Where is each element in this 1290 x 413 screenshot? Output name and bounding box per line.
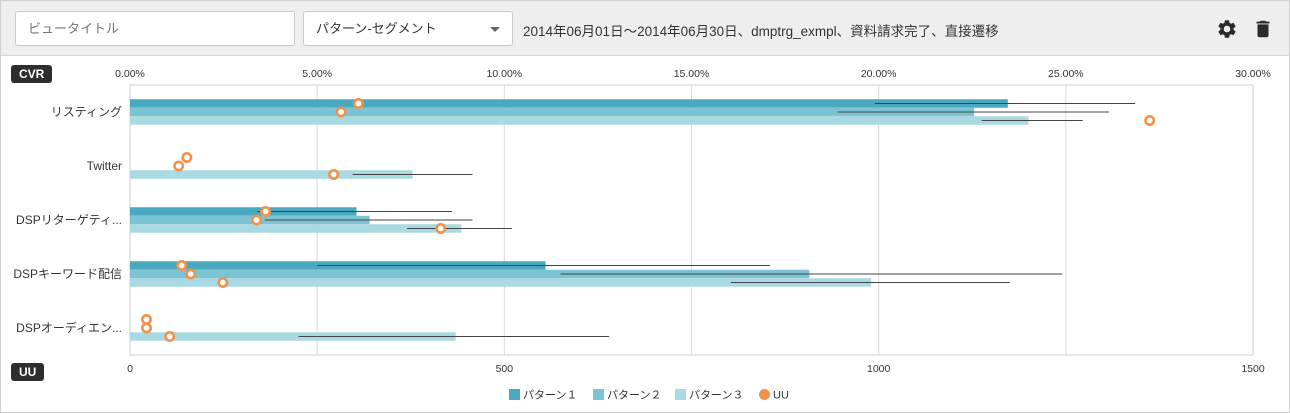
legend-swatch [759,389,770,400]
uu-tick-label: 500 [496,363,514,375]
segment-select[interactable]: パターン-セグメント [303,11,513,46]
legend-swatch [593,389,604,400]
cvr-bar [130,224,462,233]
chevron-down-icon [490,27,500,32]
legend-swatch [675,389,686,400]
gear-icon [1218,20,1236,38]
uu-point [217,277,229,289]
uu-point [251,214,263,226]
cvr-tick-label: 5.00% [302,68,332,80]
cvr-bar [130,107,975,117]
uu-point [140,313,152,325]
cvr-bar [130,116,1029,125]
cvr-axis-label: CVR [11,65,53,83]
view-title-input[interactable] [15,11,295,46]
cvr-bar [130,278,872,287]
legend-swatch [509,389,520,400]
uu-axis-label: UU [11,363,45,381]
cvr-bar [130,215,370,225]
uu-point [328,169,340,181]
cvr-tick-label: 30.00% [1235,68,1271,80]
delete-button[interactable] [1252,18,1274,40]
cvr-bar [130,332,456,341]
legend-label: パターン２ [607,389,661,402]
uu-tick-label: 1500 [1241,363,1265,375]
cvr-bar [130,170,413,179]
uu-point [185,268,197,280]
segment-select-value: パターン-セグメント [316,21,437,36]
category-label: DSPリターゲティ... [16,213,122,227]
cvr-tick-label: 0.00% [115,68,145,80]
uu-tick-label: 0 [127,363,133,375]
cvr-tick-label: 25.00% [1048,68,1084,80]
settings-button[interactable] [1216,18,1238,40]
cvr-tick-label: 15.00% [674,68,710,80]
cvr-tick-label: 20.00% [861,68,897,80]
category-label: DSPオーディエン... [16,320,122,335]
category-label: DSPキーワード配信 [13,267,122,281]
category-label: リスティング [51,105,122,119]
category-label: Twitter [87,159,122,173]
uu-point [176,260,188,272]
legend-label: パターン３ [689,389,743,402]
filter-summary: 2014年06月01日〜2014年06月30日、dmptrg_exmpl、資料請… [523,24,999,39]
uu-point [1144,114,1156,126]
cvr-bar [130,99,1008,108]
cvr-bar [130,207,357,216]
uu-point [181,152,193,164]
uu-point [435,223,447,235]
uu-point [173,160,185,172]
uu-point [164,330,176,342]
toolbar: パターン-セグメント 2014年06月01日〜2014年06月30日、dmptr… [1,1,1289,56]
uu-point [352,97,364,109]
cvr-tick-label: 10.00% [487,68,523,80]
trash-icon [1256,20,1270,38]
uu-point [260,206,272,218]
uu-point [335,106,347,118]
uu-tick-label: 1000 [867,363,891,375]
uu-point [140,322,152,334]
legend-label: UU [773,390,789,402]
cvr-bar [130,269,810,279]
cvr-bar-chart: 0.00% 5.00% 10.00% 15.00% 20.00% 25.00% 30.00%… [13,68,1271,402]
legend-label: パターン１ [523,389,577,402]
